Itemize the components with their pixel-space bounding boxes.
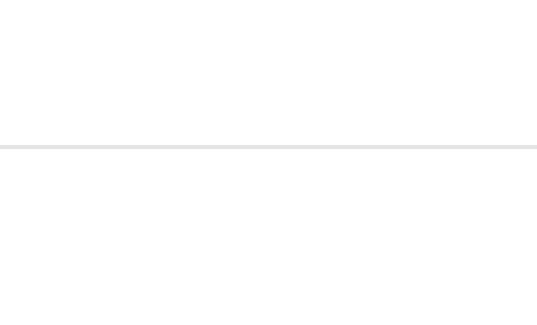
fft-figure-svg: 0.950.960.970.980.9911.011.0210005000-50…	[0, 0, 537, 320]
figure-background	[0, 0, 537, 320]
fft-analysis-figure: 0.950.960.970.980.9911.011.0210005000-50…	[0, 0, 537, 320]
